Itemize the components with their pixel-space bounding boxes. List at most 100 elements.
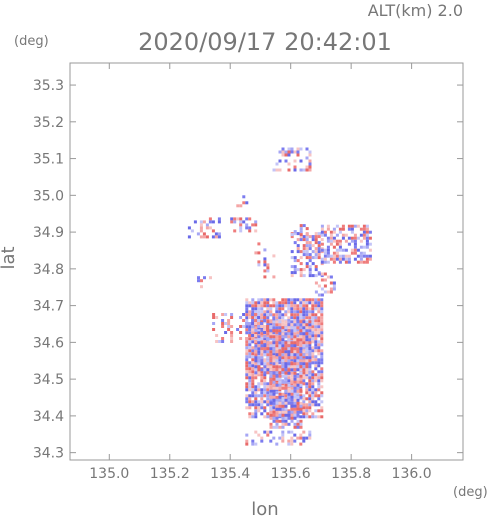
echo-cell xyxy=(293,271,297,275)
echo-cell xyxy=(281,304,285,308)
echo-cell xyxy=(230,325,234,328)
echo-cell xyxy=(263,275,267,279)
echo-cell xyxy=(281,353,285,357)
echo-cell xyxy=(323,257,327,261)
echo-cell xyxy=(353,233,357,237)
echo-cell xyxy=(365,230,369,234)
echo-cell xyxy=(305,168,309,172)
echo-cell xyxy=(284,328,288,332)
echo-cell xyxy=(305,350,309,354)
echo-cell xyxy=(272,341,276,345)
echo-cell xyxy=(320,385,324,389)
echo-cell xyxy=(248,349,252,353)
echo-cell xyxy=(308,394,312,398)
echo-cell xyxy=(284,419,288,423)
echo-cell xyxy=(290,356,294,360)
echo-cell xyxy=(281,359,285,363)
echo-cell xyxy=(287,416,291,420)
echo-cell xyxy=(302,320,306,324)
echo-cell xyxy=(299,338,303,342)
echo-cell xyxy=(329,290,333,294)
echo-cell xyxy=(293,377,297,381)
echo-cell xyxy=(251,223,255,227)
echo-cell xyxy=(260,350,264,354)
echo-cell xyxy=(299,415,303,419)
echo-cell xyxy=(305,385,309,389)
echo-cell xyxy=(281,319,285,323)
echo-cell xyxy=(293,422,297,426)
echo-cell xyxy=(214,232,218,236)
echo-cell xyxy=(275,386,279,390)
echo-cell xyxy=(269,344,273,348)
echo-cell xyxy=(257,347,261,351)
echo-cell xyxy=(257,301,261,305)
echo-cell xyxy=(278,341,282,345)
echo-cell xyxy=(245,319,249,323)
echo-cell xyxy=(281,338,285,342)
echo-cell xyxy=(362,224,366,228)
echo-cell xyxy=(308,335,312,339)
echo-cell xyxy=(308,301,312,305)
echo-cell xyxy=(260,373,264,377)
echo-cell xyxy=(266,368,270,372)
echo-cell xyxy=(278,304,282,308)
echo-cell xyxy=(296,359,300,363)
echo-cell xyxy=(212,328,216,331)
echo-cell xyxy=(257,400,261,404)
echo-cell xyxy=(296,341,300,345)
echo-cell xyxy=(239,229,243,233)
echo-cell xyxy=(332,257,336,261)
echo-cell xyxy=(254,368,258,372)
echo-cell xyxy=(281,153,285,157)
echo-cell xyxy=(266,263,270,267)
echo-cell xyxy=(254,353,258,357)
echo-cell xyxy=(320,337,324,341)
echo-cell xyxy=(293,368,297,372)
echo-cell xyxy=(302,362,306,366)
echo-cell xyxy=(251,304,255,308)
echo-cell xyxy=(302,346,306,350)
echo-cell xyxy=(251,349,255,353)
echo-cell xyxy=(335,254,339,258)
echo-cell xyxy=(190,229,194,233)
echo-cell xyxy=(290,147,294,151)
echo-cell xyxy=(308,359,312,363)
echo-cell xyxy=(347,257,351,261)
echo-cell xyxy=(308,371,312,375)
echo-cell xyxy=(272,413,276,417)
echo-cell xyxy=(269,401,273,405)
echo-cell xyxy=(305,250,309,254)
echo-cell xyxy=(362,251,366,255)
echo-cell xyxy=(311,238,315,242)
echo-cell xyxy=(284,386,288,390)
echo-cell xyxy=(290,353,294,357)
echo-cell xyxy=(221,319,225,322)
echo-cell xyxy=(281,386,285,390)
echo-cell xyxy=(275,356,279,360)
echo-cell xyxy=(278,374,282,378)
echo-cell xyxy=(281,392,285,396)
echo-cell xyxy=(263,382,267,386)
echo-cell xyxy=(299,347,303,351)
echo-cell xyxy=(284,365,288,369)
echo-cell xyxy=(293,439,297,443)
echo-cell xyxy=(263,430,267,434)
echo-cell xyxy=(308,415,312,419)
echo-cell xyxy=(296,401,300,405)
echo-cell xyxy=(314,313,318,317)
altitude-label: ALT(km) 2.0 xyxy=(368,1,463,20)
echo-cell xyxy=(314,403,318,407)
echo-cell xyxy=(305,436,309,440)
echo-cell xyxy=(251,388,255,392)
echo-cell xyxy=(245,361,249,365)
echo-cell xyxy=(266,362,270,366)
echo-cell xyxy=(230,313,234,316)
echo-cell xyxy=(281,433,285,437)
echo-cell xyxy=(332,254,336,258)
echo-cell xyxy=(320,298,324,302)
echo-cell xyxy=(284,313,288,317)
echo-cell xyxy=(266,391,270,395)
echo-cell xyxy=(323,272,327,276)
echo-cell xyxy=(266,323,270,327)
echo-cell xyxy=(299,410,303,414)
